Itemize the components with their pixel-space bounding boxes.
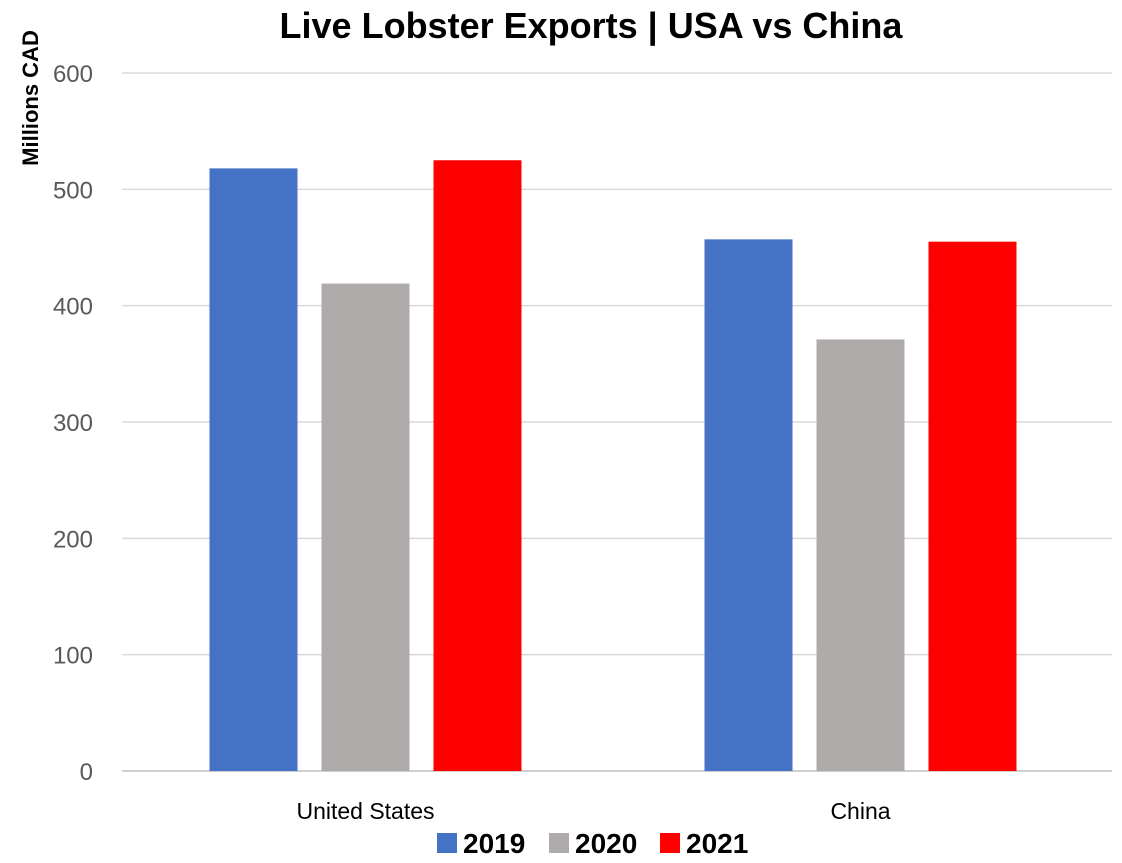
bar-2021-united-states xyxy=(433,160,522,771)
y-tick-label: 600 xyxy=(53,61,93,88)
legend-label: 2019 xyxy=(463,828,525,858)
y-axis-ticks: 0 100 200 300 400 500 600 xyxy=(53,61,93,786)
x-category-label: United States xyxy=(296,798,434,824)
legend-swatch xyxy=(660,833,680,853)
legend: 2019 2020 2021 xyxy=(437,828,748,859)
y-tick-label: 500 xyxy=(53,177,93,204)
bar-2019-united-states xyxy=(209,168,298,772)
bar-2020-china xyxy=(816,339,905,771)
y-tick-label: 400 xyxy=(53,294,93,321)
bar-2020-united-states xyxy=(321,283,410,771)
x-axis-categories: United States China xyxy=(296,798,890,824)
chart-title: Live Lobster Exports | USA vs China xyxy=(280,5,904,47)
legend-swatch xyxy=(437,833,457,853)
x-category-label: China xyxy=(830,798,890,824)
y-tick-label: 0 xyxy=(80,759,93,786)
bars xyxy=(209,160,1017,772)
y-axis-label: Millions CAD xyxy=(18,30,43,166)
y-tick-label: 300 xyxy=(53,410,93,437)
legend-label: 2020 xyxy=(575,828,637,858)
bar-2021-china xyxy=(928,241,1017,771)
legend-swatch xyxy=(549,833,569,853)
bar-2019-china xyxy=(704,239,793,771)
y-tick-label: 200 xyxy=(53,526,93,553)
y-tick-label: 100 xyxy=(53,643,93,670)
legend-label: 2021 xyxy=(686,828,748,858)
